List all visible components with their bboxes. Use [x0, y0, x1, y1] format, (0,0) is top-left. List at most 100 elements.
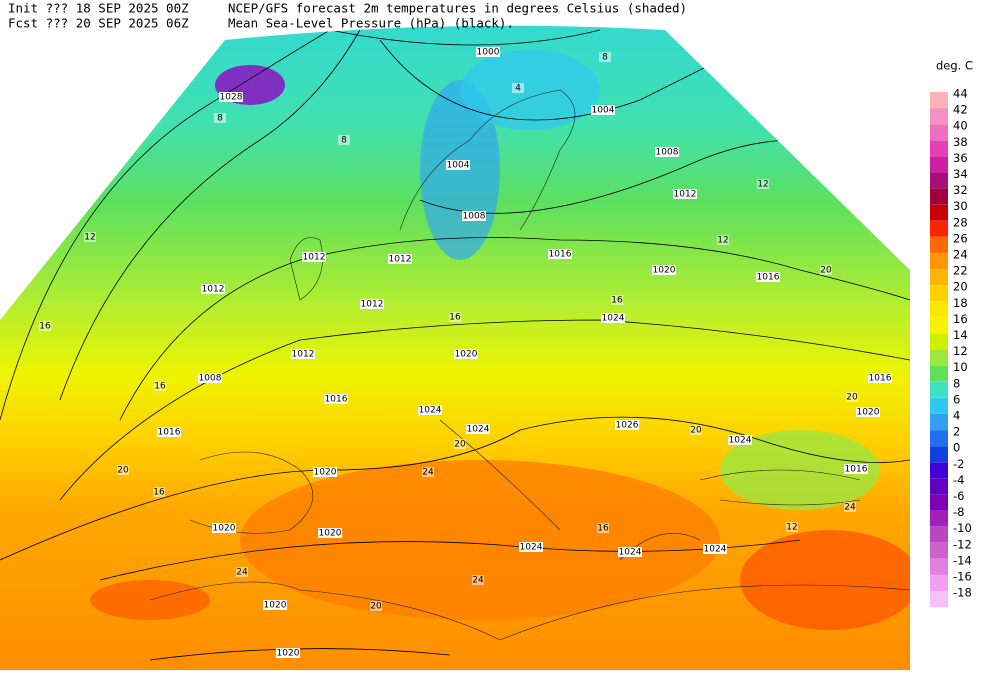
legend-swatch [930, 397, 948, 414]
legend-label: 30 [953, 199, 968, 213]
legend-swatch [930, 365, 948, 382]
isobar-label: 1012 [361, 300, 384, 310]
temperature-label: 12 [786, 523, 797, 533]
isobar-label-box [844, 464, 868, 474]
legend-label: 2 [953, 425, 960, 439]
temperature-label-box [370, 601, 382, 611]
legend-label: 36 [953, 151, 968, 165]
legend-label: -6 [953, 489, 964, 503]
isobar-label-box [462, 211, 486, 221]
temperature-label-box [597, 523, 609, 533]
warm-region [240, 460, 720, 620]
legend-swatch [930, 381, 948, 398]
forecast-time: Fcst ??? 20 SEP 2025 06Z [8, 16, 189, 31]
legend-swatch [930, 188, 948, 205]
legend-label: 4 [953, 409, 960, 423]
isobar-label-box [276, 648, 300, 658]
legend-label: 14 [953, 328, 968, 342]
isobar-label-box [291, 349, 315, 359]
temperature-label: 24 [422, 468, 434, 478]
temperature-label-box [611, 295, 623, 305]
isobar-label: 1016 [325, 395, 348, 405]
legend-swatch [930, 269, 948, 286]
temperature-label: 12 [84, 233, 95, 243]
legend-label: 26 [953, 231, 968, 245]
temperature-label: 24 [472, 576, 484, 586]
temperature-label: 24 [236, 568, 248, 578]
legend-label: 38 [953, 135, 968, 149]
isobar-label-box [446, 160, 470, 170]
temperature-label-box [786, 522, 798, 532]
isobar-label-box [418, 405, 442, 415]
isobar-label-box [703, 544, 727, 554]
legend-label: 0 [953, 441, 960, 455]
isobar-label-box [388, 254, 412, 264]
isobar-label: 1020 [455, 350, 478, 360]
isobar-label-box [360, 299, 384, 309]
isobar-label-box [615, 420, 639, 430]
isobar-label-box [302, 252, 326, 262]
temperature-label-box [844, 502, 856, 512]
legend-swatch [930, 446, 948, 463]
legend-unit: deg. C [936, 59, 973, 73]
temperature-label: 20 [370, 602, 382, 612]
isobar-label: 1004 [592, 106, 615, 116]
legend-label: -14 [953, 553, 972, 567]
isobar-label: 1024 [467, 425, 490, 435]
temperature-label-box [454, 439, 466, 449]
legend-swatch [930, 349, 948, 366]
legend-label: 16 [953, 312, 968, 326]
temperature-label-box [338, 135, 350, 145]
temperature-label: 20 [454, 440, 466, 450]
legend-label: -16 [953, 570, 972, 584]
temperature-label: 4 [515, 84, 521, 94]
isobar-label: 1026 [616, 421, 639, 431]
isobar-label: 1020 [857, 408, 880, 418]
legend-swatch [930, 301, 948, 318]
isobar-label: 1016 [869, 374, 892, 384]
legend-label: 42 [953, 103, 968, 117]
isobar-label: 1012 [389, 255, 412, 265]
init-time: Init ??? 18 SEP 2025 00Z [8, 1, 189, 16]
isobar-label: 1020 [314, 468, 337, 478]
isobar-label-box [318, 528, 342, 538]
isobar-label-box [728, 435, 752, 445]
temperature-label: 20 [820, 266, 832, 276]
temperature-label-box [717, 235, 729, 245]
isobar-label-box [591, 105, 615, 115]
temperature-label: 16 [611, 296, 623, 306]
legend-swatch [930, 414, 948, 430]
map-labels: 1000 1004 1008 1012 1016 1020 1024 1028 1004 1008… [39, 47, 892, 659]
temperature-label: 16 [39, 322, 51, 332]
legend-swatch [930, 108, 948, 125]
legend-label: 6 [953, 392, 960, 406]
isobar-label: 1012 [292, 350, 315, 360]
isobar-label: 1000 [477, 48, 500, 58]
isobar-label: 1020 [653, 266, 676, 276]
legend-swatch [930, 430, 948, 447]
legend-label: 32 [953, 183, 968, 197]
isobar-label-box [219, 92, 243, 102]
temperature-label-box [153, 487, 165, 497]
isobar-label: 1024 [520, 543, 543, 553]
temperature-label: 20 [690, 426, 702, 436]
legend-swatch [930, 575, 948, 591]
isobar-label: 1012 [674, 190, 697, 200]
legend-swatch [930, 317, 948, 334]
legend-label: 44 [953, 87, 968, 101]
legend-swatch [930, 591, 948, 608]
isobar-label-box [466, 424, 490, 434]
isobar-label-box [519, 542, 543, 552]
temperature-label-box [690, 425, 702, 435]
legend-swatch [930, 156, 948, 173]
temperature-label: 8 [341, 136, 347, 146]
map-area [0, 25, 910, 670]
temperature-label: 16 [597, 524, 609, 534]
temperature-label: 20 [846, 393, 858, 403]
legend-swatch [930, 526, 948, 543]
legend-swatch [930, 204, 948, 221]
isobar-label-box [868, 373, 892, 383]
legend-swatch [930, 333, 948, 350]
isobar-label-box [673, 189, 697, 199]
legend-swatch [930, 462, 948, 479]
